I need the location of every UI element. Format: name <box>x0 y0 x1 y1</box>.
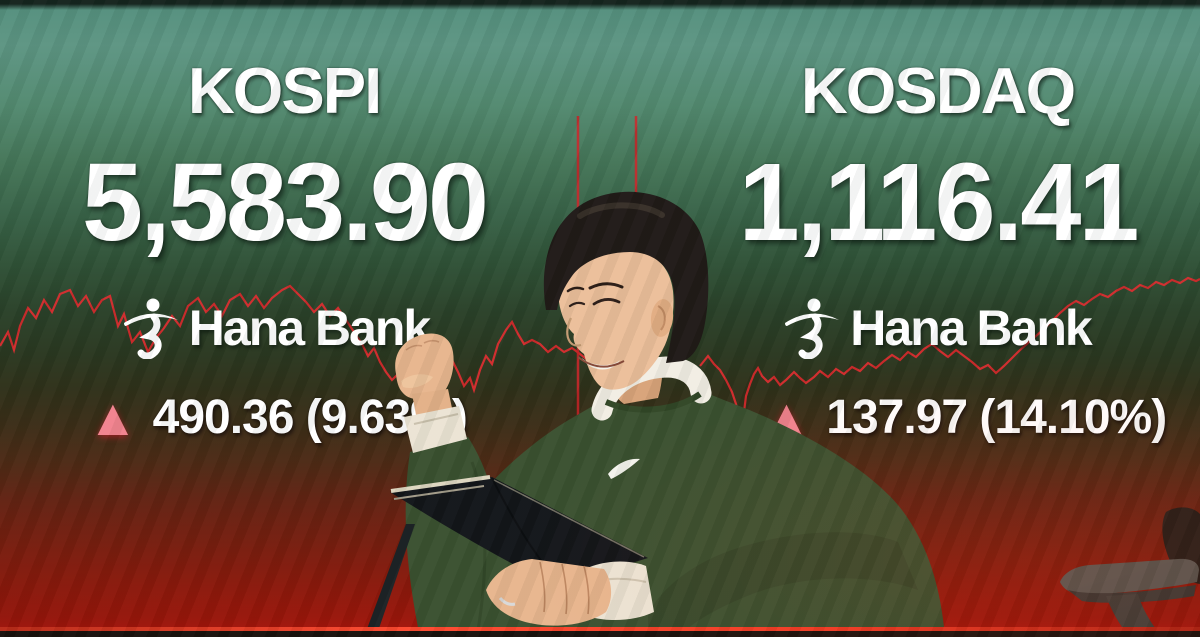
shirt-cuff-left <box>404 406 467 453</box>
kosdaq-title: KOSDAQ <box>800 54 1076 127</box>
hana-bank-symbol-icon <box>785 298 840 359</box>
kospi-chart-line <box>0 284 601 397</box>
eyebrow-far <box>566 286 585 293</box>
kospi-value: 5,583.90 <box>81 141 489 264</box>
raised-fist <box>395 333 467 453</box>
notebook-ribbon <box>364 524 415 637</box>
notebook-page-edge <box>390 475 491 493</box>
floor-dark-band <box>0 631 1200 637</box>
knuckle-lines <box>405 339 440 351</box>
hana-bank-symbol-icon <box>123 298 178 359</box>
kosdaq-change-row: ▲ 137.97 (14.10%) <box>761 391 1167 444</box>
hana-bank-logo-left: Hana Bank <box>123 296 431 360</box>
kosdaq-change-value: 137.97 (14.10%) <box>826 391 1167 444</box>
finger-line <box>539 561 546 613</box>
chair-armrest-pad <box>1060 558 1199 596</box>
nike-swoosh-icon <box>608 458 640 479</box>
thumb <box>401 374 433 388</box>
notebook-cover <box>390 477 648 586</box>
hair-highlight <box>577 202 665 219</box>
notebook <box>364 475 648 637</box>
person-ear <box>650 299 674 337</box>
trader-person <box>405 191 945 637</box>
hana-bank-wordmark: Hana Bank <box>188 300 431 356</box>
kosdaq-chart-line <box>699 276 1200 431</box>
office-chair <box>1060 507 1200 637</box>
hana-bank-logo-right: Hana Bank <box>784 296 1093 360</box>
smiling-eye-far <box>568 301 586 308</box>
ear-inner-line <box>657 305 666 331</box>
notebook-cover-edge <box>493 479 645 558</box>
person-face <box>558 247 674 390</box>
board-bottom-edge-line <box>0 627 1200 631</box>
notebook-page-edge-inner <box>393 485 485 500</box>
kospi-title: KOSPI <box>187 54 382 127</box>
chair-arm-post <box>1106 594 1162 637</box>
kosdaq-panel: KOSDAQ 1,116.41 Hana Bank ▲ 137.97 (14.1… <box>675 0 1200 444</box>
finger-line <box>561 563 568 615</box>
smile-line <box>577 356 625 368</box>
hana-bank-wordmark: Hana Bank <box>850 300 1092 356</box>
eyebrow <box>588 282 624 290</box>
up-triangle-icon: ▲ <box>87 389 139 447</box>
shirt-collar <box>591 356 712 421</box>
sweatshirt-neckline <box>604 391 702 413</box>
nose-line <box>566 317 582 347</box>
person-hair <box>543 191 709 363</box>
person-forearm-sleeve <box>648 532 918 637</box>
finger-line <box>583 565 590 615</box>
chair-armrest-underside <box>1068 585 1196 603</box>
smiling-eye <box>592 298 621 306</box>
holding-hand <box>486 559 654 626</box>
cuff-fold <box>413 413 459 425</box>
hand <box>486 559 612 626</box>
ring <box>498 596 516 606</box>
kosdaq-value: 1,116.41 <box>738 141 1139 264</box>
